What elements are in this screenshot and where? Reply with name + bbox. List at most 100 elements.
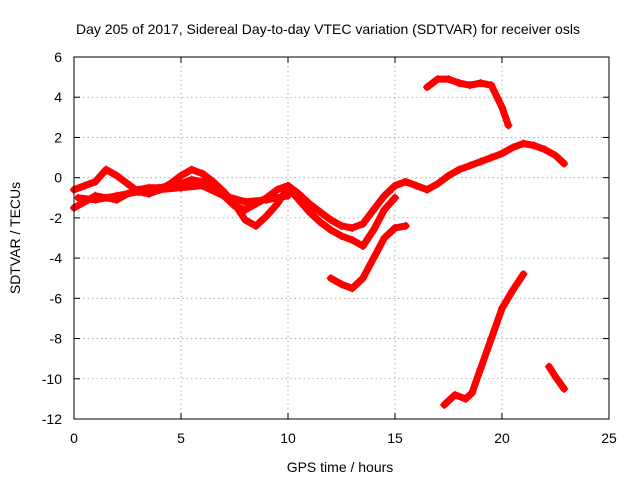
data-point (112, 171, 121, 180)
data-point (487, 81, 496, 90)
data-point (476, 79, 485, 88)
data-point (551, 372, 560, 381)
series-trace (423, 75, 512, 129)
data-point (455, 79, 464, 88)
data-point (465, 161, 474, 170)
data-point (91, 195, 100, 204)
data-point (369, 225, 378, 234)
data-point (262, 195, 271, 204)
y-tick-label: 6 (54, 49, 62, 65)
data-point (468, 388, 477, 397)
data-point (358, 219, 367, 228)
data-point (519, 139, 528, 148)
data-point (294, 195, 303, 204)
data-point (326, 274, 335, 283)
y-tick-label: -6 (50, 290, 63, 306)
data-point (391, 193, 399, 202)
data-point (498, 103, 506, 112)
data-point (369, 254, 378, 263)
data-series (70, 75, 569, 409)
data-point (316, 207, 325, 216)
data-point (412, 181, 421, 190)
data-point (251, 221, 260, 230)
data-point (440, 400, 449, 409)
y-tick-label: 2 (54, 129, 62, 145)
y-tick-label: -2 (50, 210, 63, 226)
data-point (391, 223, 399, 232)
data-point (540, 145, 549, 154)
data-point (476, 364, 485, 373)
data-point (487, 153, 496, 162)
data-series-2 (70, 165, 399, 251)
data-point (241, 215, 250, 224)
data-point (519, 270, 528, 279)
data-series-4 (326, 221, 410, 293)
data-point (219, 191, 228, 200)
data-point (284, 183, 292, 192)
data-point (177, 183, 185, 192)
data-point (444, 75, 453, 84)
y-axis-label: SDTVAR / TECUs (7, 182, 23, 294)
data-series-3 (74, 181, 292, 206)
data-point (545, 362, 554, 371)
y-tick-label: 0 (54, 170, 62, 186)
data-point (450, 390, 459, 399)
data-point (187, 175, 196, 184)
data-point (348, 223, 357, 232)
data-point (423, 185, 432, 194)
data-point (560, 159, 569, 168)
data-point (465, 81, 474, 90)
data-point (348, 236, 357, 245)
y-tick-label: -8 (50, 331, 63, 347)
data-point (326, 225, 335, 234)
data-point (337, 231, 346, 240)
x-tick-label: 0 (70, 430, 78, 446)
data-point (177, 171, 185, 180)
y-tick-label: -10 (42, 371, 62, 387)
data-series-6 (440, 270, 528, 409)
data-point (401, 221, 410, 230)
data-point (401, 177, 410, 186)
grid-lines (74, 57, 609, 419)
data-point (461, 394, 470, 403)
data-point (262, 211, 271, 220)
data-point (487, 334, 496, 343)
data-point (391, 181, 399, 190)
series-trace (545, 363, 568, 393)
x-tick-label: 20 (494, 430, 510, 446)
data-point (369, 205, 378, 214)
series-trace (440, 270, 527, 409)
data-point (530, 141, 539, 150)
x-tick-label: 5 (177, 430, 185, 446)
data-point (380, 205, 389, 214)
data-point (80, 181, 89, 190)
chart-title: Day 205 of 2017, Sidereal Day-to-day VTE… (76, 21, 580, 37)
data-point (198, 169, 207, 178)
data-point (187, 165, 196, 174)
data-point (508, 286, 517, 295)
data-point (551, 151, 560, 160)
data-point (358, 242, 367, 251)
data-point (433, 75, 442, 84)
data-point (455, 165, 464, 174)
data-point (423, 83, 432, 92)
plot-frame (73, 56, 610, 420)
y-tick-label: -4 (50, 250, 63, 266)
data-point (102, 165, 111, 174)
data-point (198, 181, 207, 190)
data-point (498, 149, 506, 158)
data-point (348, 284, 357, 293)
y-tick-label: 4 (54, 89, 62, 105)
x-axis-label: GPS time / hours (287, 459, 394, 475)
x-tick-label: 15 (387, 430, 403, 446)
data-point (498, 304, 506, 313)
data-point (380, 191, 389, 200)
data-point (91, 177, 100, 186)
y-tick-label: -12 (42, 411, 62, 427)
data-point (433, 179, 442, 188)
data-point (508, 143, 517, 152)
data-point (326, 215, 335, 224)
data-point (241, 197, 250, 206)
